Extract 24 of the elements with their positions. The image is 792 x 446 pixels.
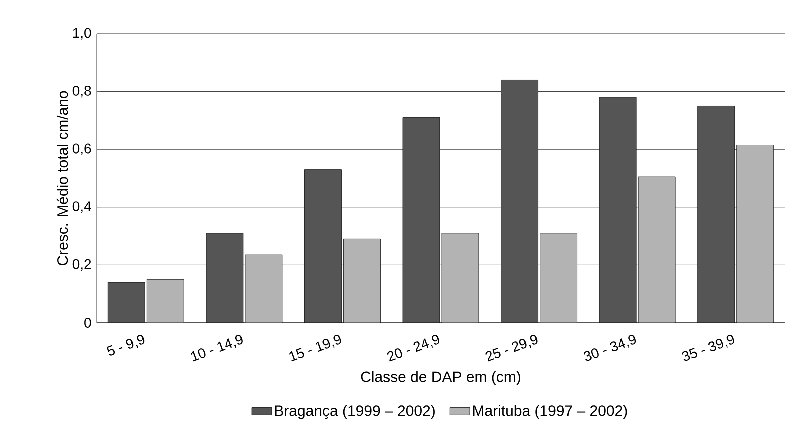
- y-tick-label: 1,0: [73, 28, 92, 40]
- y-tick-label: 0,4: [72, 202, 92, 214]
- bar: [344, 238, 381, 323]
- x-tick-label: 25 - 29,9: [486, 335, 538, 362]
- x-axis-title: Classe de DAP em (cm): [361, 371, 520, 386]
- bar: [638, 176, 676, 323]
- y-tick-label: 0,8: [72, 86, 92, 98]
- bar: [736, 145, 774, 323]
- x-tick-label: 15 - 19,9: [290, 335, 342, 362]
- x-tick-label: 5 - 9,9: [106, 335, 145, 356]
- bar: [442, 233, 480, 323]
- y-tick-label: 0: [84, 318, 92, 328]
- legend-label: Bragança (1999 – 2002): [275, 405, 435, 420]
- y-tick-label: 0,2: [72, 259, 92, 271]
- x-tick-label: 30 - 34,9: [584, 335, 636, 362]
- y-axis-title: Cresc. Médio total cm/ano: [56, 91, 68, 266]
- x-tick-label: 35 - 39,9: [682, 335, 734, 362]
- bar: [540, 233, 578, 323]
- bar: [146, 279, 184, 323]
- x-tick-label: 10 - 14,9: [191, 335, 243, 362]
- legend-label: Marituba (1997 – 2002): [473, 405, 628, 420]
- x-tick-label: 20 - 24,9: [387, 335, 440, 362]
- y-tick-label: 0,6: [72, 144, 92, 156]
- bar: [245, 254, 283, 323]
